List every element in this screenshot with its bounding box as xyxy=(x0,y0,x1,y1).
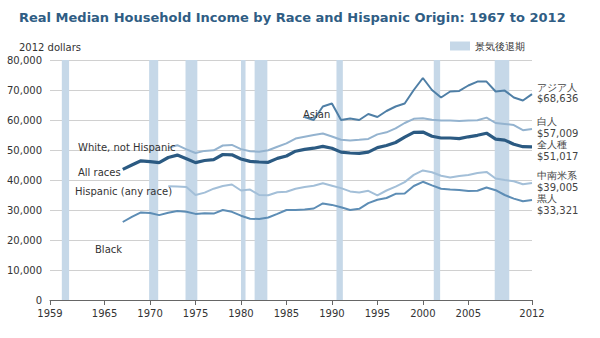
svg-text:$68,636: $68,636 xyxy=(537,93,578,104)
svg-text:Real Median Household Income b: Real Median Household Income by Race and… xyxy=(19,10,566,25)
svg-text:30,000: 30,000 xyxy=(7,205,42,216)
svg-text:Asian: Asian xyxy=(303,109,330,120)
svg-text:70,000: 70,000 xyxy=(7,85,42,96)
svg-text:1965: 1965 xyxy=(92,308,117,319)
svg-text:2000: 2000 xyxy=(410,308,435,319)
svg-text:アジア人: アジア人 xyxy=(537,82,577,93)
svg-text:$39,005: $39,005 xyxy=(537,182,578,193)
svg-text:10,000: 10,000 xyxy=(7,265,42,276)
svg-text:全人種: 全人種 xyxy=(537,139,567,150)
svg-text:60,000: 60,000 xyxy=(7,115,42,126)
svg-text:白人: 白人 xyxy=(537,116,557,127)
svg-text:1990: 1990 xyxy=(319,308,344,319)
svg-text:80,000: 80,000 xyxy=(7,55,42,66)
svg-text:0: 0 xyxy=(36,295,42,306)
svg-text:黒人: 黒人 xyxy=(537,193,557,204)
svg-text:中南米系: 中南米系 xyxy=(537,170,577,181)
svg-text:$33,321: $33,321 xyxy=(537,205,578,216)
svg-text:50,000: 50,000 xyxy=(7,145,42,156)
svg-text:1970: 1970 xyxy=(137,308,162,319)
svg-text:$51,017: $51,017 xyxy=(537,151,578,162)
svg-text:40,000: 40,000 xyxy=(7,175,42,186)
svg-text:1985: 1985 xyxy=(274,308,299,319)
svg-text:20,000: 20,000 xyxy=(7,235,42,246)
svg-text:1980: 1980 xyxy=(228,308,253,319)
svg-text:1975: 1975 xyxy=(183,308,208,319)
svg-text:All races: All races xyxy=(78,167,121,178)
svg-text:Black: Black xyxy=(95,244,122,255)
svg-text:2005: 2005 xyxy=(456,308,481,319)
svg-text:1995: 1995 xyxy=(365,308,390,319)
svg-text:2012: 2012 xyxy=(519,308,544,319)
svg-text:2012 dollars: 2012 dollars xyxy=(19,42,81,53)
svg-text:1959: 1959 xyxy=(37,308,62,319)
svg-text:Hispanic (any race): Hispanic (any race) xyxy=(75,186,172,197)
svg-text:White, not Hispanic: White, not Hispanic xyxy=(78,142,176,153)
svg-text:$57,009: $57,009 xyxy=(537,128,578,139)
svg-text:景気後退期: 景気後退期 xyxy=(475,41,525,52)
